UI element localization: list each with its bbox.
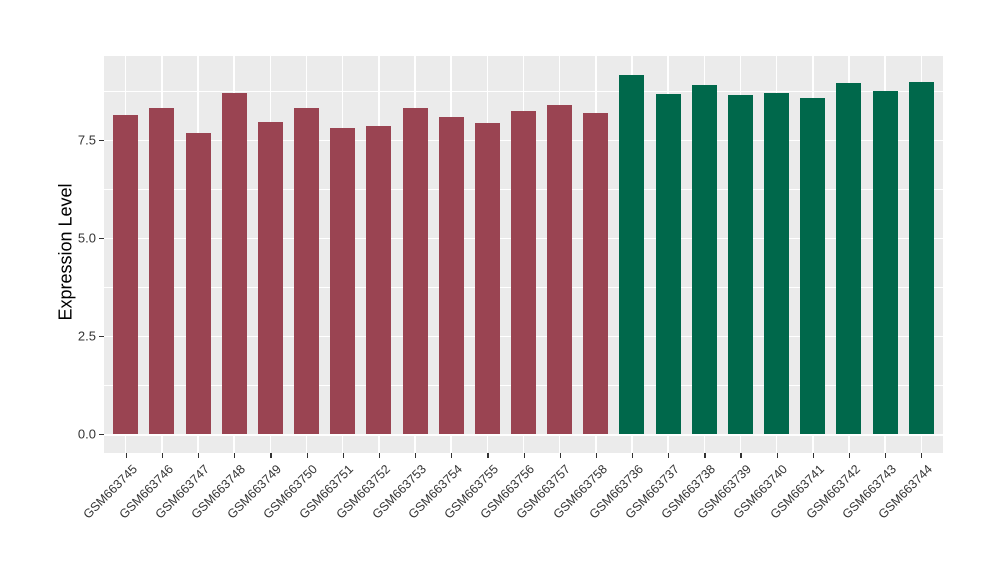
x-tick [921, 453, 923, 458]
y-axis-title: Expression Level [55, 182, 76, 321]
bar-GSM663751 [330, 127, 356, 435]
x-tick [342, 453, 344, 458]
y-tick-label: 7.5 [77, 132, 96, 148]
bar-GSM663736 [619, 74, 645, 435]
bar-GSM663747 [185, 132, 211, 435]
x-tick [270, 453, 272, 458]
bar-GSM663750 [294, 108, 320, 435]
bar-GSM663748 [221, 93, 247, 435]
bar-GSM663738 [691, 84, 717, 435]
x-tick [487, 453, 489, 458]
x-tick [415, 453, 417, 458]
bar-GSM663753 [402, 108, 428, 435]
x-tick [198, 453, 200, 458]
x-tick [740, 453, 742, 458]
y-tick-label: 2.5 [77, 328, 96, 344]
bar-GSM663757 [547, 105, 573, 435]
x-tick [306, 453, 308, 458]
x-tick [848, 453, 851, 458]
plot-panel [104, 56, 943, 453]
x-tick [812, 453, 814, 458]
x-tick [704, 453, 706, 458]
bar-GSM663744 [908, 81, 934, 435]
y-tick [99, 335, 104, 338]
bar-GSM663743 [872, 91, 898, 435]
x-tick [559, 453, 561, 458]
bar-GSM663741 [800, 98, 826, 435]
bar-GSM663749 [257, 122, 283, 435]
x-tick [668, 453, 670, 458]
x-tick [885, 453, 887, 458]
bar-GSM663737 [655, 94, 681, 435]
y-tick [99, 237, 104, 239]
y-tick-label: 5.0 [77, 230, 96, 246]
x-tick [161, 453, 164, 458]
x-tick [451, 453, 453, 458]
x-tick [776, 453, 778, 458]
bar-GSM663752 [366, 126, 392, 435]
y-tick [99, 139, 104, 141]
bar-GSM663754 [438, 116, 464, 435]
y-tick-label: 0.0 [77, 426, 96, 442]
x-tick [234, 453, 236, 458]
bar-GSM663739 [727, 94, 753, 435]
x-tick [125, 453, 127, 458]
bar-GSM663740 [764, 93, 790, 435]
bar-GSM663745 [113, 114, 139, 435]
bar-GSM663742 [836, 83, 862, 435]
x-tick [378, 453, 381, 458]
x-tick [631, 453, 634, 458]
y-tick [99, 434, 104, 436]
bar-GSM663746 [149, 107, 175, 435]
x-tick [595, 453, 597, 458]
x-tick [523, 453, 525, 458]
bar-GSM663756 [511, 110, 536, 435]
bar-GSM663758 [583, 112, 609, 435]
bar-GSM663755 [474, 122, 500, 435]
